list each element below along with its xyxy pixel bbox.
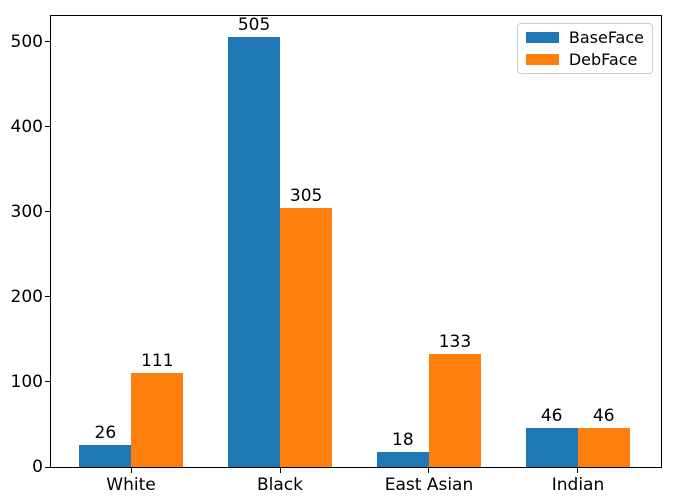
y-tick-mark-0 [45, 467, 50, 468]
y-tick-mark-300 [45, 211, 50, 212]
debface-legend-label: DebFace [568, 50, 638, 69]
legend-entry-baseface: BaseFace [525, 28, 644, 47]
x-tick-label-white: White [106, 475, 156, 495]
bar-debface-east-asian [428, 353, 481, 467]
baseface-legend-label: BaseFace [568, 28, 644, 47]
x-tick-label-indian: Indian [551, 475, 605, 495]
y-tick-label-500: 500 [10, 32, 43, 52]
bar-value-label-debface-indian: 46 [592, 405, 615, 426]
bar-baseface-black [228, 37, 281, 467]
y-tick-label-0: 0 [32, 457, 43, 477]
bar-baseface-indian [525, 427, 578, 467]
bar-baseface-white [79, 444, 132, 467]
debface-legend-swatch [525, 54, 559, 65]
y-tick-label-100: 100 [10, 372, 43, 392]
x-tick-label-east-asian: East Asian [384, 475, 474, 495]
x-tick-mark-black [280, 468, 281, 473]
legend-entry-debface: DebFace [525, 50, 644, 69]
bar-debface-white [131, 372, 184, 467]
y-tick-label-300: 300 [10, 202, 43, 222]
bar-value-label-baseface-east-asian: 18 [392, 429, 414, 450]
bar-value-label-debface-east-asian: 133 [438, 331, 472, 352]
bar-value-label-baseface-white: 26 [94, 422, 117, 443]
baseface-legend-swatch [525, 32, 559, 43]
plot-area: 26 505 18 46 111 305 133 46 BaseFace DebFace [50, 15, 662, 468]
bar-value-label-baseface-indian: 46 [540, 405, 563, 426]
bar-debface-indian [577, 427, 630, 467]
bar-value-label-debface-white: 111 [141, 350, 174, 371]
bar-baseface-east-asian [376, 451, 429, 467]
y-tick-mark-500 [45, 41, 50, 42]
x-tick-label-black: Black [257, 475, 303, 495]
x-tick-mark-east-asian [428, 468, 429, 473]
y-tick-mark-400 [45, 126, 50, 127]
y-tick-mark-200 [45, 296, 50, 297]
y-tick-label-400: 400 [10, 117, 43, 137]
bar-value-label-baseface-black: 505 [237, 15, 271, 36]
bars-layer: 26 505 18 46 111 305 133 46 [51, 16, 661, 467]
bar-value-label-debface-black: 305 [289, 185, 323, 206]
x-tick-mark-white [131, 468, 132, 473]
x-tick-mark-indian [577, 468, 578, 473]
y-tick-mark-100 [45, 381, 50, 382]
legend: BaseFace DebFace [516, 23, 653, 74]
y-tick-label-200: 200 [10, 287, 43, 307]
bar-debface-black [280, 207, 333, 467]
